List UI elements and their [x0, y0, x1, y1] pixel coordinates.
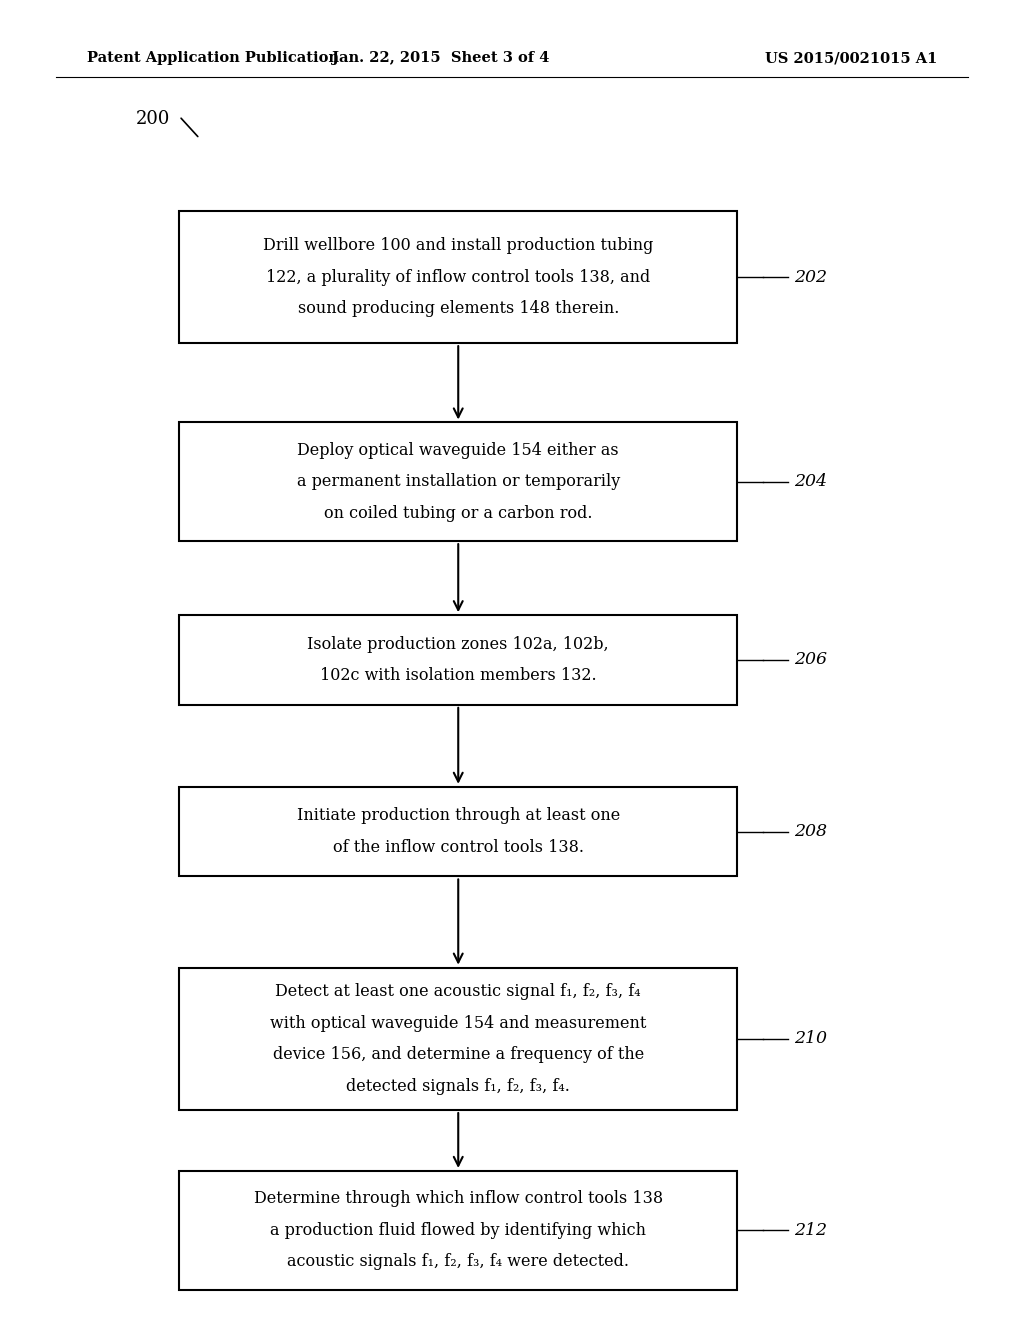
Text: 102c with isolation members 132.: 102c with isolation members 132.	[319, 668, 597, 684]
Text: detected signals f₁, f₂, f₃, f₄.: detected signals f₁, f₂, f₃, f₄.	[346, 1078, 570, 1094]
Text: Drill wellbore 100 and install production tubing: Drill wellbore 100 and install productio…	[263, 238, 653, 253]
Text: Isolate production zones 102a, 102b,: Isolate production zones 102a, 102b,	[307, 636, 609, 652]
Text: Detect at least one acoustic signal f₁, f₂, f₃, f₄: Detect at least one acoustic signal f₁, …	[275, 983, 641, 999]
Text: Deploy optical waveguide 154 either as: Deploy optical waveguide 154 either as	[297, 442, 620, 458]
Text: sound producing elements 148 therein.: sound producing elements 148 therein.	[298, 301, 618, 317]
Text: 204: 204	[794, 474, 826, 490]
Bar	[179, 615, 737, 705]
Bar	[179, 968, 737, 1110]
Text: a permanent installation or temporarily: a permanent installation or temporarily	[297, 474, 620, 490]
Text: 200: 200	[136, 110, 171, 128]
Text: Jan. 22, 2015  Sheet 3 of 4: Jan. 22, 2015 Sheet 3 of 4	[332, 51, 549, 65]
Text: US 2015/0021015 A1: US 2015/0021015 A1	[765, 51, 937, 65]
Text: 210: 210	[794, 1031, 826, 1047]
Bar	[179, 422, 737, 541]
Text: acoustic signals f₁, f₂, f₃, f₄ were detected.: acoustic signals f₁, f₂, f₃, f₄ were det…	[288, 1254, 629, 1270]
Bar	[179, 787, 737, 876]
Text: of the inflow control tools 138.: of the inflow control tools 138.	[333, 840, 584, 855]
Text: with optical waveguide 154 and measurement: with optical waveguide 154 and measureme…	[270, 1015, 646, 1031]
Text: on coiled tubing or a carbon rod.: on coiled tubing or a carbon rod.	[324, 506, 593, 521]
Text: 212: 212	[794, 1222, 826, 1238]
Text: Patent Application Publication: Patent Application Publication	[87, 51, 339, 65]
Bar	[179, 211, 737, 343]
Text: 208: 208	[794, 824, 826, 840]
Text: 122, a plurality of inflow control tools 138, and: 122, a plurality of inflow control tools…	[266, 269, 650, 285]
Text: a production fluid flowed by identifying which: a production fluid flowed by identifying…	[270, 1222, 646, 1238]
Bar	[179, 1171, 737, 1290]
Text: Determine through which inflow control tools 138: Determine through which inflow control t…	[254, 1191, 663, 1206]
Text: device 156, and determine a frequency of the: device 156, and determine a frequency of…	[272, 1047, 644, 1063]
Text: 206: 206	[794, 652, 826, 668]
Text: Initiate production through at least one: Initiate production through at least one	[297, 808, 620, 824]
Text: 202: 202	[794, 269, 826, 285]
